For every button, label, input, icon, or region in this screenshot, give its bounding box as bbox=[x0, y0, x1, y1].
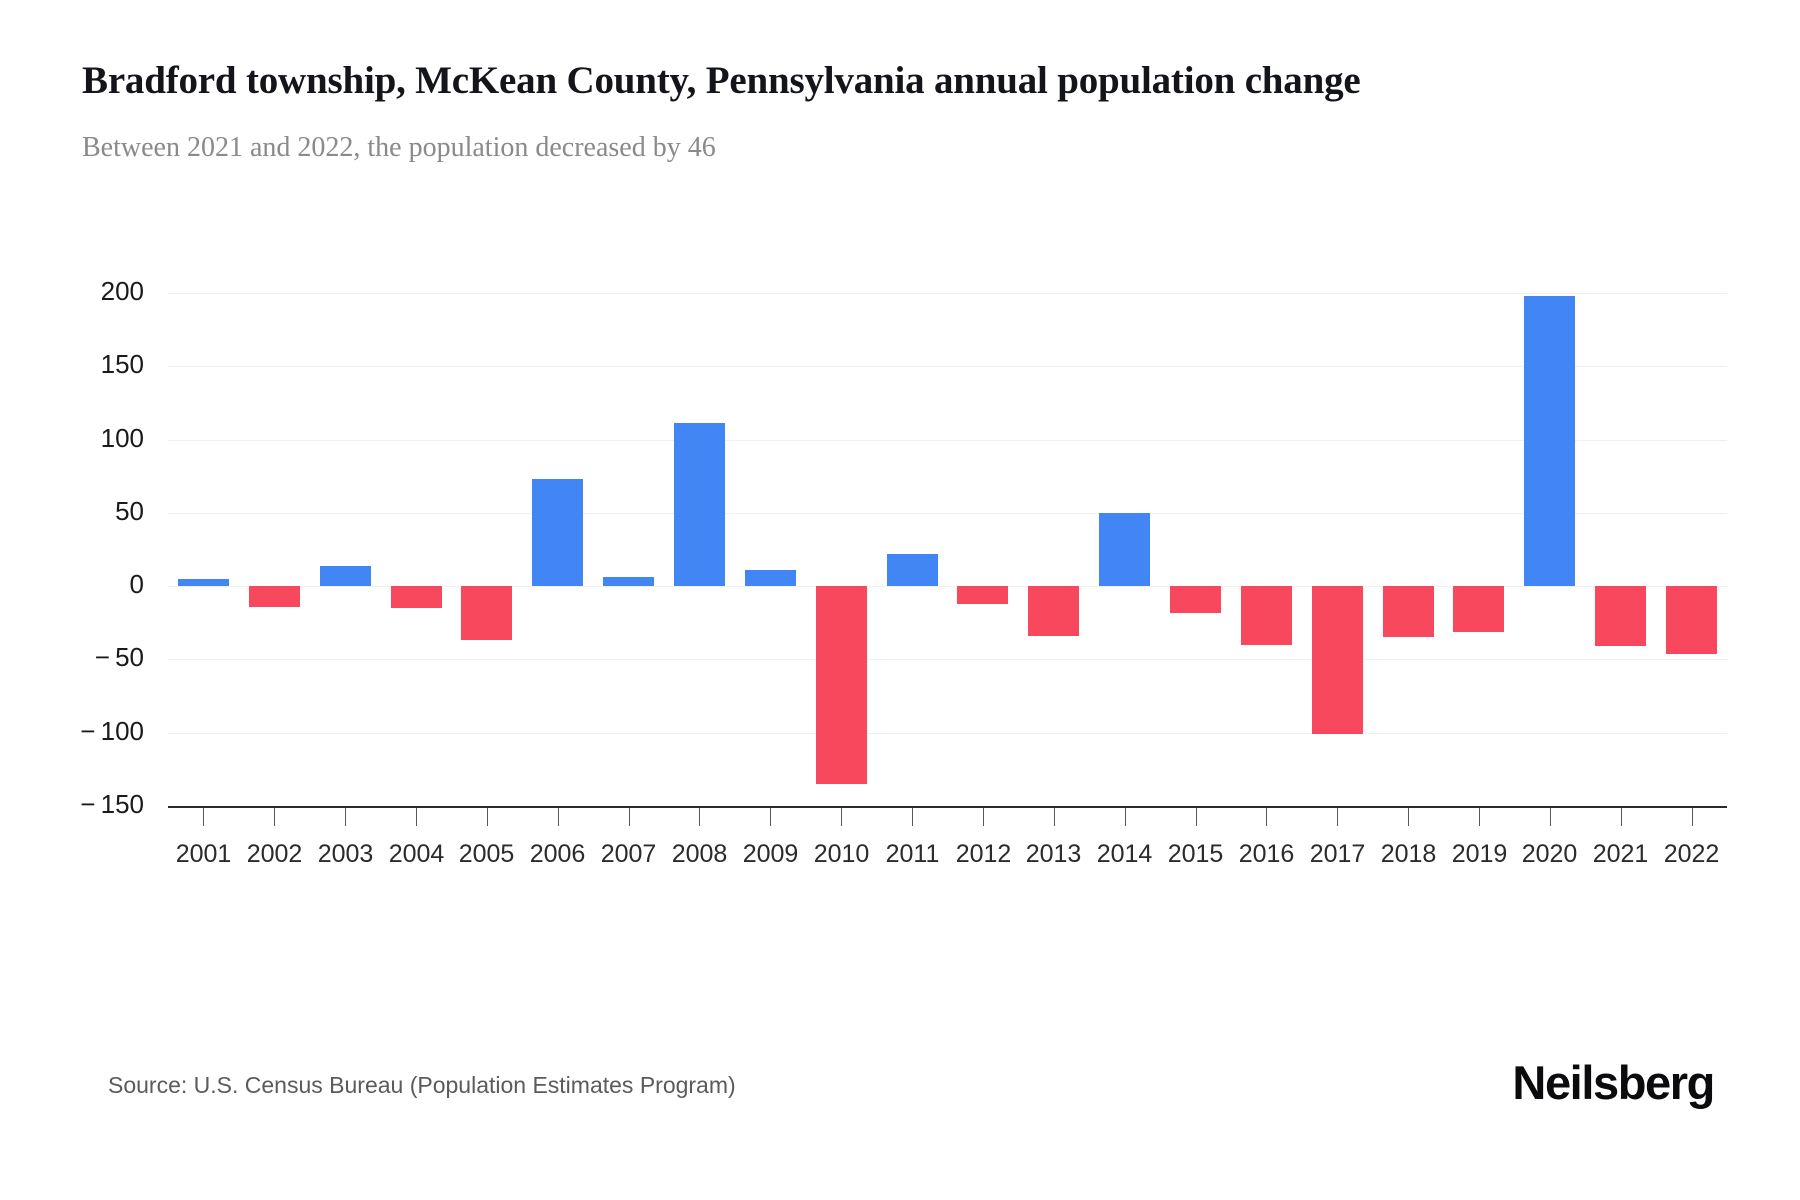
x-axis-tick bbox=[629, 808, 630, 826]
y-axis-tick-label: 200 bbox=[100, 276, 144, 306]
gridline bbox=[168, 586, 1727, 587]
bar-2017[interactable] bbox=[1312, 586, 1363, 735]
gridline bbox=[168, 513, 1727, 514]
bar-2020[interactable] bbox=[1524, 295, 1575, 587]
bar-2021[interactable] bbox=[1595, 586, 1646, 647]
x-axis-tick bbox=[1337, 808, 1338, 826]
bar-2004[interactable] bbox=[391, 586, 442, 609]
chart-subtitle: Between 2021 and 2022, the population de… bbox=[82, 132, 716, 163]
x-axis-tick-label: 2011 bbox=[885, 840, 940, 868]
page-title: Bradford township, McKean County, Pennsy… bbox=[82, 59, 1361, 102]
x-axis-tick-label: 2018 bbox=[1380, 840, 1437, 868]
gridline bbox=[168, 733, 1727, 734]
x-axis-tick-label: 2016 bbox=[1238, 840, 1295, 868]
y-axis-tick-label: 0 bbox=[129, 569, 144, 600]
x-axis-tick bbox=[1479, 808, 1480, 826]
brand-logo: Neilsberg bbox=[1512, 1056, 1715, 1109]
x-axis-tick bbox=[1550, 808, 1551, 826]
x-axis-tick bbox=[487, 808, 488, 826]
x-axis-tick bbox=[416, 808, 417, 826]
x-axis-tick-label: 2021 bbox=[1592, 840, 1649, 868]
x-axis-tick bbox=[345, 808, 346, 826]
y-axis-tick-label: − 150 bbox=[80, 789, 144, 819]
x-axis-tick bbox=[1408, 808, 1409, 826]
x-axis-tick-label: 2020 bbox=[1521, 840, 1578, 868]
bar-2014[interactable] bbox=[1099, 512, 1150, 587]
x-axis-tick bbox=[203, 808, 204, 826]
x-axis-tick bbox=[1196, 808, 1197, 826]
bar-2012[interactable] bbox=[957, 586, 1008, 604]
bar-2006[interactable] bbox=[532, 479, 583, 587]
x-axis-tick bbox=[1266, 808, 1267, 826]
x-axis-tick-label: 2006 bbox=[529, 840, 586, 868]
bar-2002[interactable] bbox=[249, 586, 300, 607]
x-axis-tick-label: 2017 bbox=[1309, 840, 1366, 868]
x-axis-tick bbox=[1621, 808, 1622, 826]
y-axis-tick-label: 50 bbox=[115, 495, 144, 526]
x-axis-tick-label: 2003 bbox=[317, 840, 374, 868]
bar-2001[interactable] bbox=[178, 578, 229, 587]
gridline bbox=[168, 366, 1727, 367]
x-axis-tick-label: 2009 bbox=[742, 840, 799, 868]
gridline bbox=[168, 659, 1727, 660]
y-axis-tick-label: 100 bbox=[100, 422, 144, 453]
x-axis-tick-label: 2022 bbox=[1663, 840, 1720, 868]
x-axis-tick-label: 2001 bbox=[175, 840, 232, 868]
gridline bbox=[168, 440, 1727, 441]
x-axis-tick-label: 2019 bbox=[1451, 840, 1508, 868]
bar-2016[interactable] bbox=[1241, 586, 1292, 645]
x-axis-tick-label: 2007 bbox=[600, 840, 657, 868]
x-axis-tick bbox=[558, 808, 559, 826]
x-axis-tick-label: 2012 bbox=[955, 840, 1012, 868]
x-axis-tick bbox=[770, 808, 771, 826]
x-axis-tick bbox=[274, 808, 275, 826]
x-axis-tick bbox=[1692, 808, 1693, 826]
y-axis-tick-label: − 50 bbox=[94, 642, 144, 673]
bar-2003[interactable] bbox=[320, 565, 371, 587]
source-note: Source: U.S. Census Bureau (Population E… bbox=[108, 1072, 736, 1098]
y-axis-tick-label: − 100 bbox=[80, 715, 144, 746]
x-axis-tick bbox=[841, 808, 842, 826]
bar-2009[interactable] bbox=[745, 570, 796, 587]
bar-2008[interactable] bbox=[674, 423, 725, 587]
x-axis-tick bbox=[1054, 808, 1055, 826]
x-axis-tick-label: 2005 bbox=[458, 840, 515, 868]
x-axis-line bbox=[168, 806, 1727, 808]
bar-2011[interactable] bbox=[887, 553, 938, 587]
x-axis-tick-label: 2015 bbox=[1167, 840, 1224, 868]
x-axis-tick-label: 2004 bbox=[388, 840, 445, 868]
gridline bbox=[168, 293, 1727, 294]
bar-2013[interactable] bbox=[1028, 586, 1079, 636]
x-axis-tick bbox=[1125, 808, 1126, 826]
bar-2007[interactable] bbox=[603, 577, 654, 587]
bar-2022[interactable] bbox=[1666, 586, 1717, 654]
x-axis-tick bbox=[699, 808, 700, 826]
x-axis-tick bbox=[912, 808, 913, 826]
bar-2015[interactable] bbox=[1170, 586, 1221, 613]
x-axis-tick-label: 2010 bbox=[813, 840, 870, 868]
y-axis-tick-label: 150 bbox=[100, 349, 144, 380]
bar-2018[interactable] bbox=[1383, 586, 1434, 638]
x-axis-tick-label: 2008 bbox=[671, 840, 728, 868]
x-axis-tick bbox=[983, 808, 984, 826]
x-axis-tick-label: 2013 bbox=[1025, 840, 1082, 868]
x-axis-tick-label: 2014 bbox=[1096, 840, 1153, 868]
bar-2019[interactable] bbox=[1453, 586, 1504, 632]
bar-2010[interactable] bbox=[816, 586, 867, 784]
bar-2005[interactable] bbox=[461, 586, 512, 641]
x-axis-tick-label: 2002 bbox=[246, 840, 303, 868]
